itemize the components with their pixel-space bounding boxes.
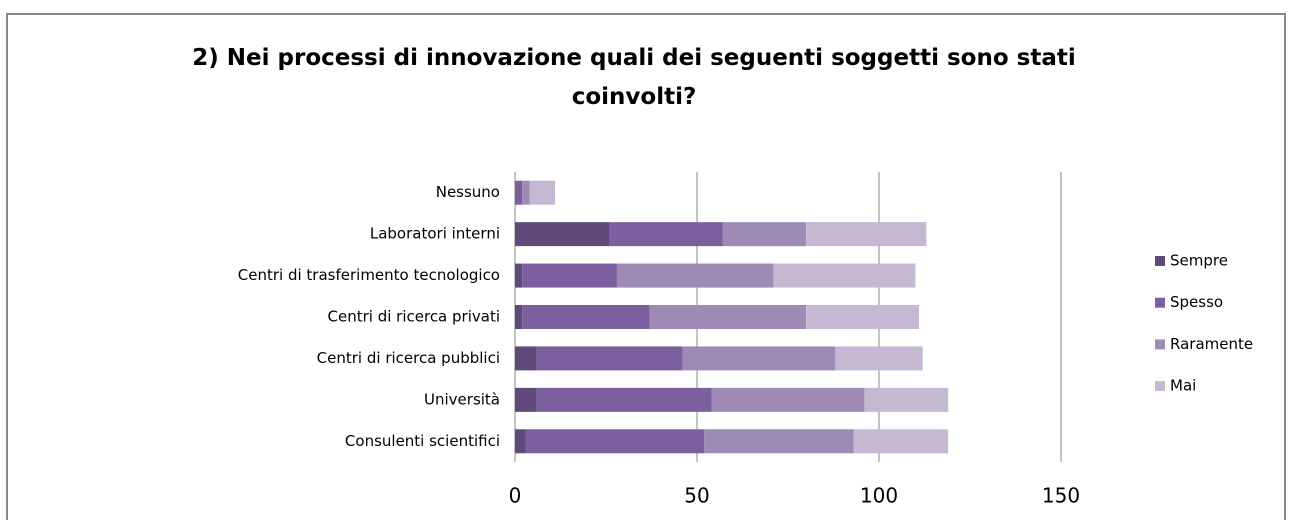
y-tick-label: Consulenti scientifici: [345, 432, 500, 450]
bar-segment: [711, 387, 865, 412]
bar-segment: [515, 305, 523, 329]
bar-segment: [522, 263, 617, 288]
bar-segment: [773, 263, 916, 288]
legend-swatch: [1155, 339, 1165, 350]
y-tick-label: Laboratori interni: [370, 225, 500, 243]
bar-segment: [682, 346, 836, 371]
bar-segment: [515, 180, 523, 205]
bar-segment: [515, 263, 523, 288]
bar-segment: [806, 305, 920, 329]
bar-segment: [835, 346, 923, 371]
bar-segment: [522, 305, 650, 329]
legend-label: Spesso: [1170, 293, 1223, 311]
y-tick-label: Centri di ricerca privati: [328, 308, 500, 326]
bar-segment: [515, 346, 537, 371]
bar-segment: [515, 429, 526, 454]
x-tick-label: 150: [1042, 484, 1080, 508]
bar-segment: [536, 346, 683, 371]
bar-segment: [806, 222, 927, 247]
legend-label: Raramente: [1170, 335, 1253, 353]
chart-title: 2) Nei processi di innovazione quali dei…: [192, 45, 1075, 110]
bar-segment: [704, 429, 854, 454]
y-tick-label: Centri di trasferimento tecnologico: [238, 266, 500, 284]
bar-segment: [525, 429, 705, 454]
y-tick-label: Nessuno: [436, 183, 500, 201]
legend-swatch: [1155, 256, 1165, 266]
x-tick-label: 50: [684, 484, 709, 508]
bar-segment: [722, 222, 807, 247]
legend-swatch: [1155, 297, 1165, 308]
bar-segment: [649, 305, 807, 329]
y-tick-label: Università: [424, 390, 500, 408]
bar-segment: [529, 180, 556, 205]
bar-segment: [515, 387, 537, 412]
chart-frame: [6, 13, 1286, 524]
x-tick-label: 0: [509, 484, 522, 508]
bar-segment: [864, 387, 949, 412]
legend-label: Mai: [1170, 377, 1196, 395]
x-tick-label: 100: [860, 484, 898, 508]
legend-label: Sempre: [1170, 252, 1228, 270]
bar-segment: [536, 387, 712, 412]
bar-segment: [609, 222, 723, 247]
bar-segment: [853, 429, 949, 454]
bar-segment: [616, 263, 774, 288]
bar-segment: [522, 180, 530, 205]
bar-segment: [515, 222, 610, 247]
legend-swatch: [1155, 381, 1165, 392]
y-tick-label: Centri di ricerca pubblici: [317, 349, 500, 367]
